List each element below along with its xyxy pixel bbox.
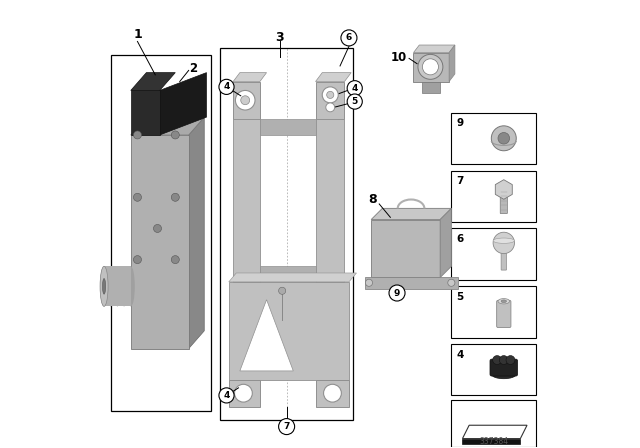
Circle shape: [134, 193, 141, 201]
Circle shape: [219, 388, 234, 403]
Text: 3: 3: [276, 30, 284, 43]
Polygon shape: [449, 45, 455, 82]
Polygon shape: [316, 73, 351, 82]
Ellipse shape: [492, 370, 516, 379]
Circle shape: [278, 287, 285, 294]
FancyBboxPatch shape: [490, 359, 518, 376]
Circle shape: [448, 279, 455, 286]
Text: 6: 6: [346, 34, 352, 43]
Circle shape: [324, 384, 341, 402]
Circle shape: [422, 59, 438, 75]
Polygon shape: [131, 135, 189, 349]
Circle shape: [234, 384, 252, 402]
Polygon shape: [413, 45, 455, 52]
Polygon shape: [233, 82, 260, 119]
Polygon shape: [371, 220, 440, 277]
Text: 9: 9: [394, 289, 400, 297]
Circle shape: [499, 356, 508, 365]
Polygon shape: [260, 119, 316, 135]
Ellipse shape: [107, 266, 115, 306]
Polygon shape: [440, 208, 451, 277]
Polygon shape: [260, 266, 316, 282]
Circle shape: [134, 256, 141, 263]
Circle shape: [341, 30, 357, 46]
Polygon shape: [463, 439, 520, 444]
Circle shape: [241, 96, 250, 105]
Text: 6: 6: [457, 234, 464, 244]
Polygon shape: [233, 119, 260, 282]
Circle shape: [492, 126, 516, 151]
FancyBboxPatch shape: [501, 245, 506, 270]
Text: 5: 5: [457, 292, 464, 302]
Circle shape: [326, 103, 335, 112]
Ellipse shape: [102, 279, 106, 294]
Polygon shape: [131, 73, 175, 90]
Text: 7: 7: [457, 176, 464, 186]
Circle shape: [172, 256, 179, 263]
Ellipse shape: [493, 238, 515, 243]
FancyBboxPatch shape: [497, 300, 511, 327]
Ellipse shape: [100, 266, 108, 306]
Circle shape: [322, 87, 339, 103]
Circle shape: [326, 91, 334, 99]
Circle shape: [134, 131, 141, 139]
Circle shape: [219, 79, 234, 95]
Polygon shape: [233, 73, 267, 82]
Ellipse shape: [127, 266, 135, 306]
Circle shape: [154, 224, 161, 233]
Polygon shape: [240, 300, 293, 371]
Text: 7: 7: [284, 422, 290, 431]
Text: 1: 1: [133, 28, 142, 41]
Polygon shape: [316, 82, 344, 119]
Text: 4: 4: [351, 84, 358, 93]
Circle shape: [506, 356, 515, 365]
Ellipse shape: [120, 266, 128, 306]
Ellipse shape: [113, 266, 122, 306]
Circle shape: [172, 193, 179, 201]
Circle shape: [493, 232, 515, 254]
Polygon shape: [316, 380, 349, 406]
Circle shape: [278, 418, 294, 435]
Polygon shape: [228, 282, 349, 380]
Text: 10: 10: [390, 51, 407, 64]
Circle shape: [365, 279, 372, 286]
Text: 337384: 337384: [479, 437, 508, 446]
Text: 4: 4: [457, 349, 464, 360]
Polygon shape: [131, 90, 160, 135]
FancyBboxPatch shape: [500, 190, 508, 214]
Ellipse shape: [501, 300, 506, 302]
Text: 9: 9: [457, 118, 464, 128]
Text: 5: 5: [351, 97, 358, 106]
Circle shape: [389, 285, 405, 301]
Circle shape: [418, 54, 443, 79]
Circle shape: [236, 90, 255, 110]
Text: 4: 4: [223, 82, 230, 91]
Circle shape: [347, 94, 362, 109]
Circle shape: [493, 356, 502, 365]
Ellipse shape: [100, 266, 108, 306]
Circle shape: [172, 131, 179, 139]
Circle shape: [498, 133, 509, 144]
Polygon shape: [365, 277, 458, 289]
Polygon shape: [131, 117, 204, 135]
Ellipse shape: [498, 298, 509, 304]
Text: 8: 8: [368, 193, 376, 206]
Polygon shape: [160, 73, 207, 135]
Circle shape: [347, 81, 362, 96]
Polygon shape: [104, 266, 131, 306]
Polygon shape: [495, 180, 512, 199]
Polygon shape: [228, 380, 260, 406]
Polygon shape: [189, 117, 204, 349]
Polygon shape: [316, 119, 344, 282]
Text: 4: 4: [223, 391, 230, 400]
Text: 2: 2: [189, 62, 197, 75]
Polygon shape: [413, 52, 449, 82]
Polygon shape: [422, 82, 440, 93]
Polygon shape: [371, 208, 451, 220]
Polygon shape: [228, 273, 356, 282]
